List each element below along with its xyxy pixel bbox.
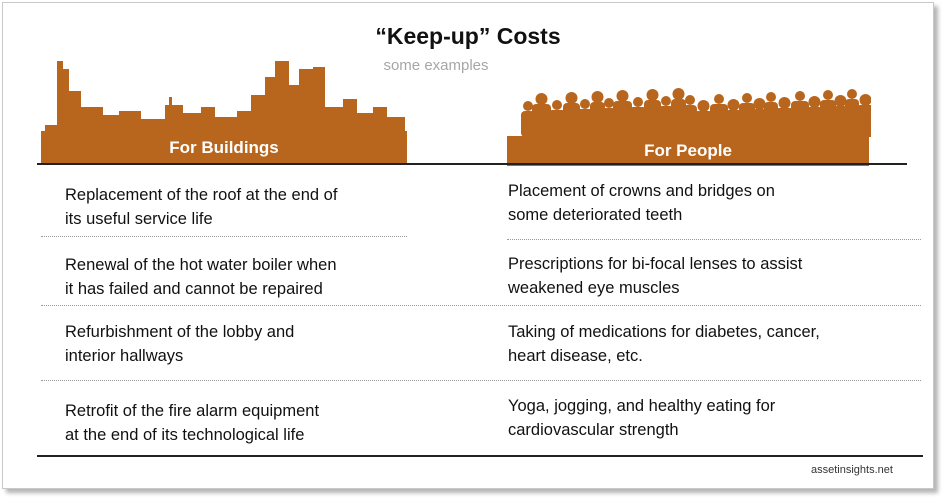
- row-separator: [507, 239, 921, 240]
- crowd-silhouette-icon: [521, 88, 871, 137]
- source-credit: assetinsights.net: [811, 464, 893, 476]
- row-separator: [41, 380, 921, 381]
- people-cell-medications: Taking of medications for diabetes, canc…: [508, 323, 820, 365]
- bottom-rule: [37, 455, 923, 457]
- slide-title: “Keep-up” Costs: [375, 23, 561, 49]
- people-cell-exercise: Yoga, jogging, and healthy eating for car…: [508, 397, 776, 439]
- buildings-cell-boiler: Renewal of the hot water boiler when it h…: [65, 256, 337, 298]
- buildings-cell-fire-alarm: Retrofit of the fire alarm equipment at t…: [65, 402, 320, 444]
- buildings-cell-lobby: Refurbishment of the lobby and interior h…: [65, 323, 295, 365]
- header-for-buildings: For Buildings: [41, 133, 407, 163]
- header-for-people: For People: [507, 136, 869, 166]
- slide-subtitle: some examples: [383, 57, 489, 74]
- row-separator: [41, 305, 921, 306]
- people-cell-crowns: Placement of crowns and bridges on some d…: [508, 182, 775, 224]
- row-separator: [41, 236, 407, 237]
- city-skyline-silhouette-icon: [41, 61, 407, 139]
- slide-frame: “Keep-up” Costs some examples: [2, 2, 934, 489]
- header-rule: [37, 163, 907, 165]
- buildings-cell-roof: Replacement of the roof at the end of its…: [65, 186, 338, 228]
- people-cell-lenses: Prescriptions for bi-focal lenses to ass…: [508, 255, 803, 297]
